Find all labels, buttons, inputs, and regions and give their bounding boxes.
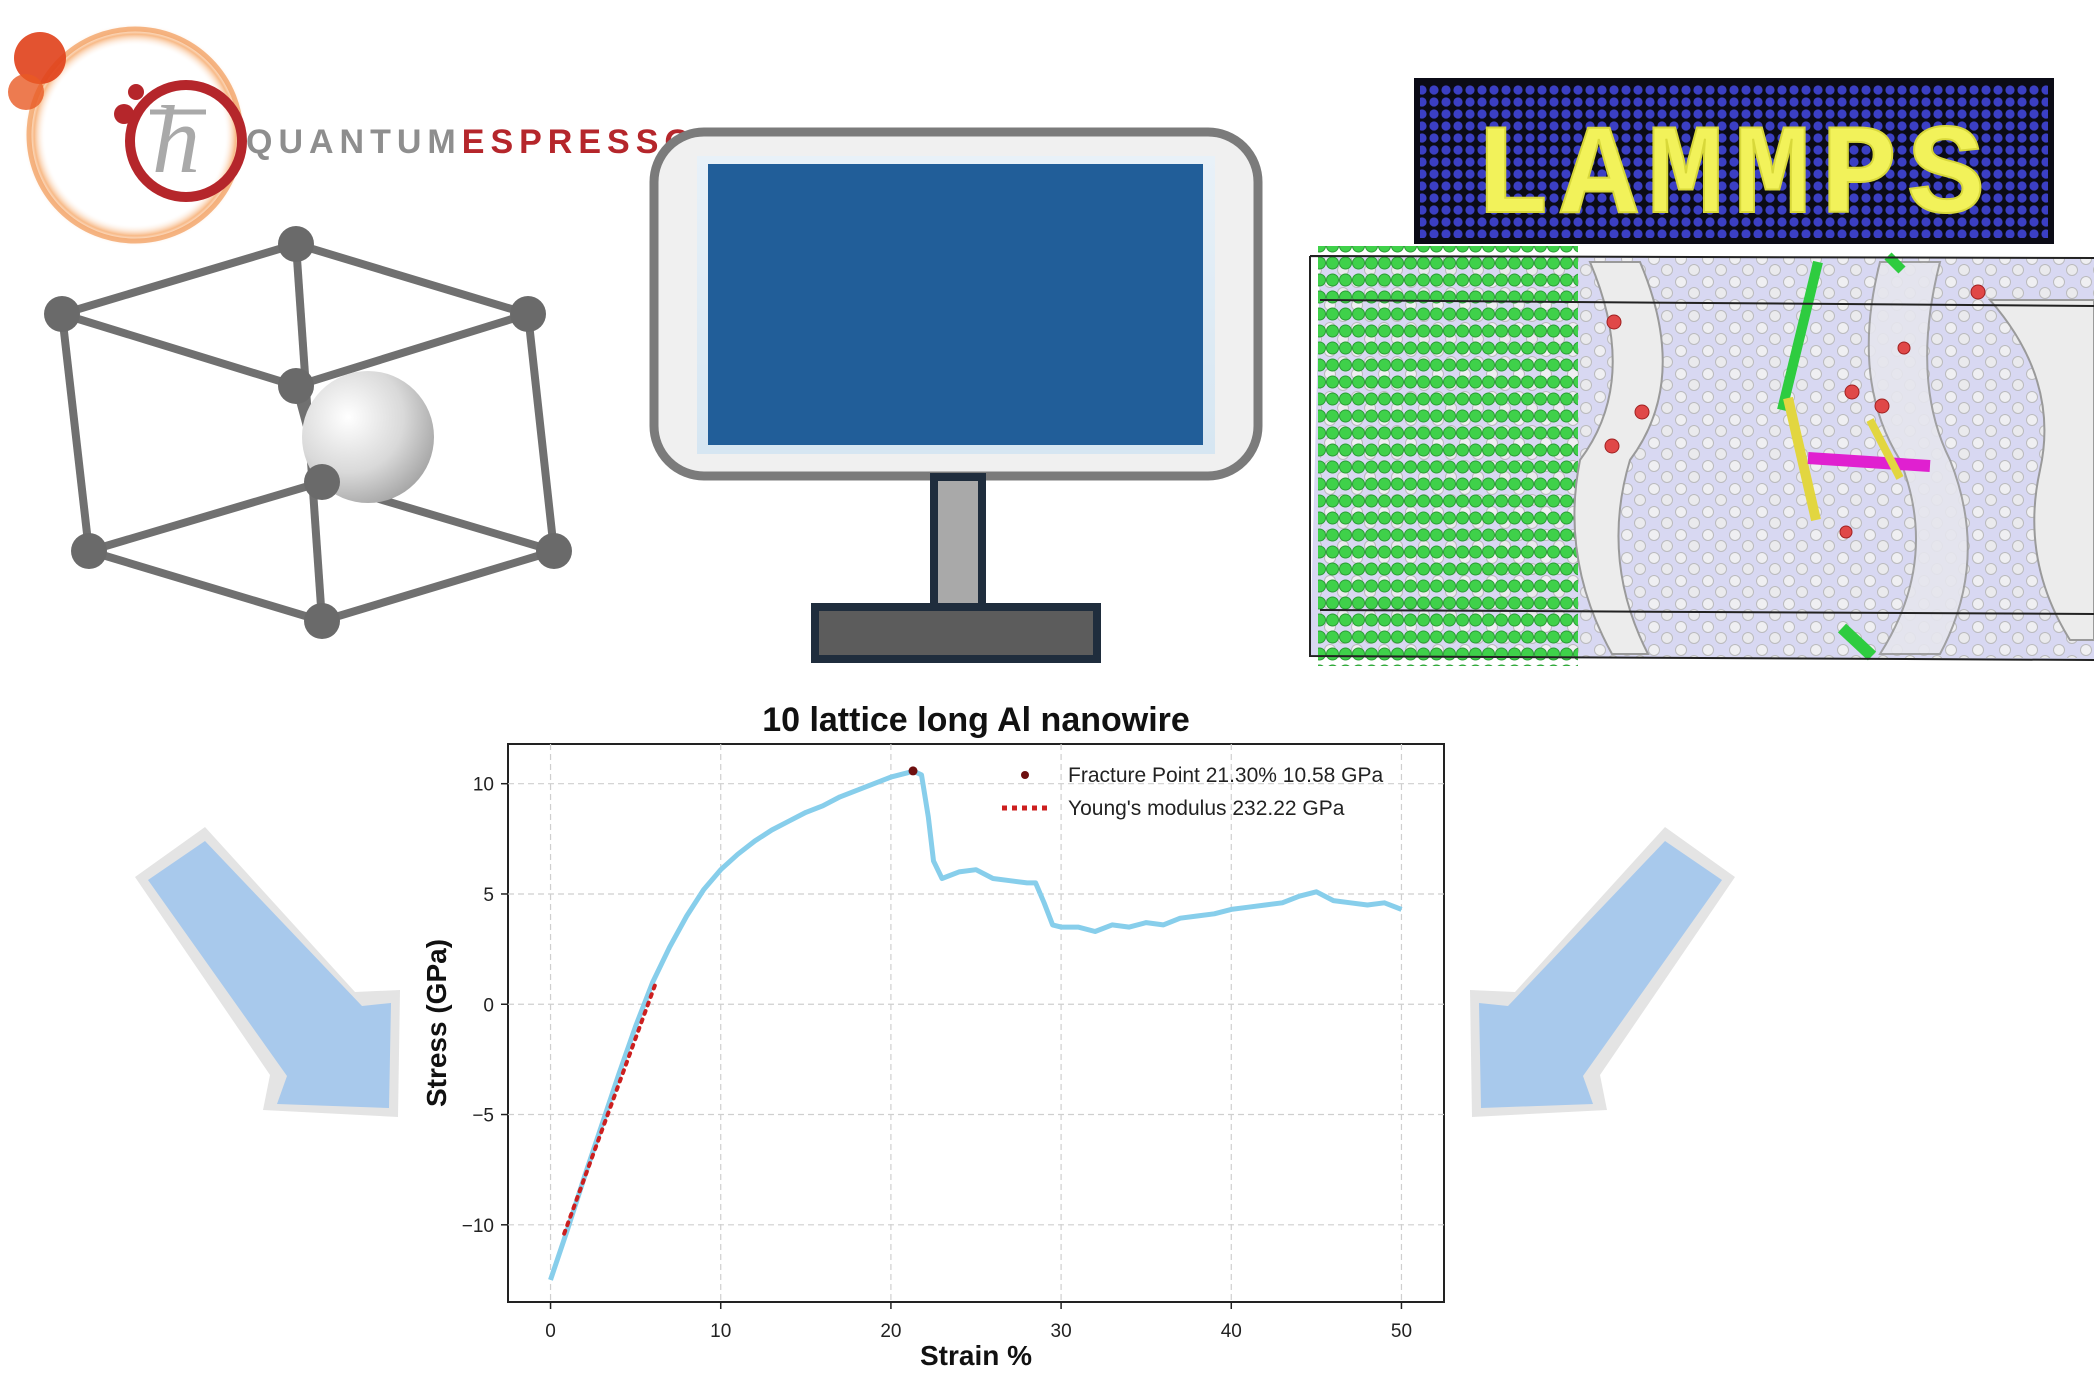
arrow-down-right-icon bbox=[135, 827, 400, 1117]
y-tick-label: 5 bbox=[483, 885, 494, 906]
x-tick-label: 0 bbox=[545, 1321, 556, 1342]
monitor-screen bbox=[708, 164, 1203, 445]
x-tick-label: 50 bbox=[1391, 1321, 1412, 1342]
legend-marker-fracture bbox=[1021, 771, 1029, 779]
x-tick-label: 40 bbox=[1221, 1321, 1242, 1342]
grid bbox=[508, 744, 1444, 1302]
legend: Fracture Point 21.30% 10.58 GPa Young's … bbox=[1002, 764, 1384, 820]
chart-title: 10 lattice long Al nanowire bbox=[762, 701, 1190, 739]
y-tick-label: −10 bbox=[462, 1216, 494, 1237]
quantum-espresso-wordmark: QUANTUMESPRESSO bbox=[246, 123, 697, 161]
unit-cell-nodes bbox=[44, 226, 572, 639]
x-tick-label: 20 bbox=[880, 1321, 901, 1342]
quantum-espresso-logo: h QUANTUMESPRESSO bbox=[8, 23, 697, 247]
fracture-point-marker bbox=[908, 766, 918, 776]
plot-area bbox=[507, 743, 1445, 1303]
x-tick-label: 10 bbox=[710, 1321, 731, 1342]
legend-label-modulus: Young's modulus 232.22 GPa bbox=[1068, 797, 1345, 820]
y-axis-label: Stress (GPa) bbox=[421, 939, 452, 1107]
lammps-logo: LAMMPS bbox=[1414, 78, 2054, 252]
monitor-icon bbox=[649, 127, 1263, 663]
svg-text:h: h bbox=[152, 86, 200, 193]
y-tick-label: 10 bbox=[473, 775, 494, 796]
youngs-modulus-fit-line bbox=[562, 980, 659, 1236]
stress-strain-chart: 10 lattice long Al nanowire 0 10 20 30 40 501… bbox=[421, 701, 1445, 1371]
legend-label-fracture: Fracture Point 21.30% 10.58 GPa bbox=[1068, 764, 1384, 787]
lammps-wordmark: LAMMPS bbox=[1474, 106, 1995, 251]
arrow-down-left-icon bbox=[1470, 827, 1735, 1117]
y-tick-label: −5 bbox=[472, 1106, 494, 1127]
x-tick-label: 30 bbox=[1051, 1321, 1072, 1342]
x-axis-label: Strain % bbox=[920, 1340, 1032, 1371]
stress-strain-curve bbox=[548, 768, 1403, 1281]
y-tick-label: 0 bbox=[483, 995, 494, 1016]
plot-series bbox=[548, 766, 1403, 1281]
atomistic-simulation-image bbox=[1309, 246, 2094, 666]
